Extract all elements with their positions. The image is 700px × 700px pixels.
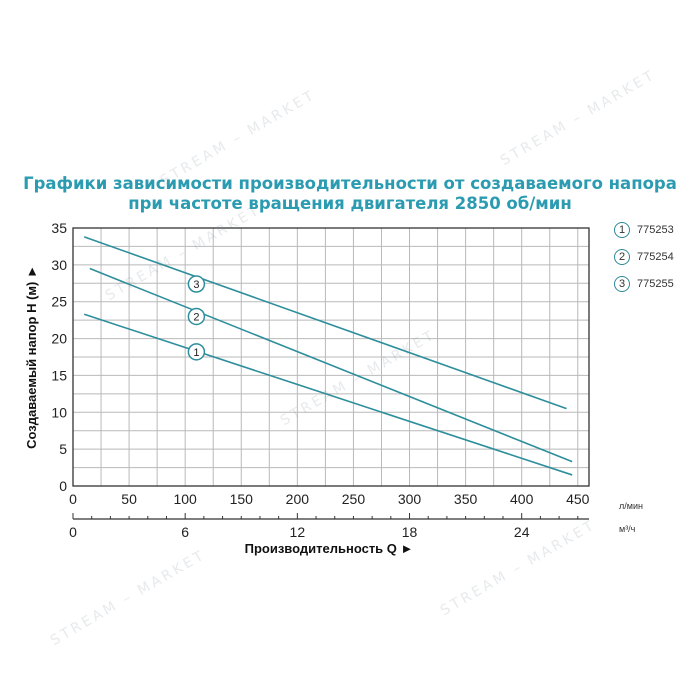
secondary-x-tick-label: 12 (290, 524, 306, 540)
y-tick-label: 15 (51, 367, 67, 383)
series-marker-2 (187, 307, 206, 326)
secondary-x-tick-label: 0 (69, 524, 77, 540)
x-tick-label: 0 (69, 491, 77, 507)
y-tick-label: 35 (51, 220, 67, 236)
series-marker-label-2: 2 (193, 311, 199, 323)
secondary-x-tick-label: 24 (514, 524, 530, 540)
secondary-x-tick-label: 18 (402, 524, 418, 540)
legend-item-1: 1 775253 (614, 219, 674, 241)
series-line-3 (83, 236, 567, 410)
x-tick-label: 100 (173, 491, 197, 507)
legend-item-2: 2 775254 (614, 246, 674, 268)
x-tick-label: 200 (286, 491, 310, 507)
series-marker-1 (187, 343, 206, 361)
y-tick-label: 30 (51, 257, 67, 273)
x-tick-label: 300 (398, 491, 422, 507)
series-marker-label-3: 3 (193, 279, 199, 291)
y-tick-label: 10 (51, 404, 67, 420)
series-line-2 (89, 267, 573, 463)
y-tick-label: 25 (51, 294, 67, 310)
legend-marker-3: 3 (614, 276, 630, 292)
x-unit-secondary-label: м³/ч (619, 524, 636, 534)
legend-label-1: 775253 (637, 224, 674, 236)
x-tick-label: 450 (566, 491, 590, 507)
legend-label-3: 775255 (637, 278, 674, 290)
x-tick-label: 150 (230, 491, 254, 507)
x-tick-label: 350 (454, 491, 478, 507)
secondary-x-tick-label: 6 (181, 524, 189, 540)
series-marker-label-1: 1 (193, 347, 199, 359)
x-axis-title: Производительность Q ► (245, 541, 414, 556)
x-unit-primary-label: л/мин (619, 501, 643, 511)
legend-marker-2: 2 (614, 249, 630, 265)
y-tick-label: 5 (59, 441, 67, 457)
chart-title-line-1: Графики зависимости производительности о… (23, 174, 677, 193)
y-tick-label: 20 (51, 331, 67, 347)
plot-frame (72, 227, 590, 487)
x-tick-label: 400 (510, 491, 534, 507)
y-tick-label: 0 (59, 478, 67, 494)
x-tick-label: 50 (121, 491, 137, 507)
y-axis-title: Создаваемый напор H (м) ► (24, 265, 39, 449)
legend-marker-1: 1 (614, 222, 630, 238)
legend-label-2: 775254 (637, 251, 674, 263)
x-tick-label: 250 (342, 491, 366, 507)
series-marker-3 (187, 275, 206, 293)
legend-item-3: 3 775255 (614, 273, 674, 295)
series-line-1 (83, 313, 573, 476)
chart-title-line-2: при частоте вращения двигателя 2850 об/м… (128, 194, 572, 213)
